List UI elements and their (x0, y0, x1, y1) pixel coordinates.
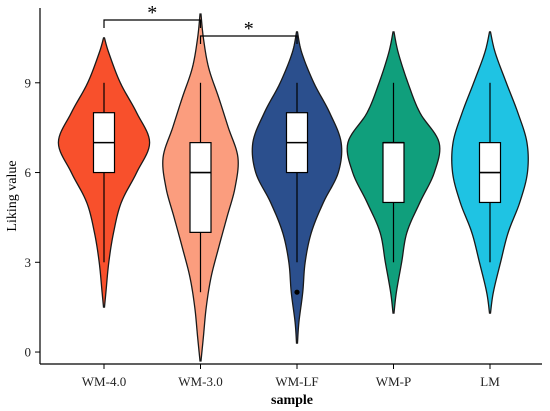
y-axis-title: Liking value (5, 160, 20, 231)
significance-label: * (244, 18, 254, 40)
violin-group-lm (451, 31, 529, 314)
axes (39, 8, 542, 365)
x-tick-label: WM-LF (275, 374, 318, 389)
outlier-point (294, 289, 300, 295)
x-tick-label: WM-3.0 (178, 374, 222, 389)
significance-brackets: ** (103, 2, 298, 44)
y-tick-label: 9 (25, 75, 32, 90)
y-tick-label: 0 (25, 345, 32, 360)
y-tick-label: 3 (25, 255, 32, 270)
x-tick-label: WM-4.0 (82, 374, 126, 389)
violin-group-wm-p (346, 31, 441, 314)
significance-bracket (199, 35, 298, 44)
violin-group-wm-lf (251, 31, 343, 344)
x-tick-label: WM-P (376, 374, 411, 389)
significance-bracket (103, 19, 202, 28)
x-tick-label: LM (480, 374, 500, 389)
iqr-box (382, 142, 405, 204)
y-tick-label: 6 (25, 165, 32, 180)
iqr-box (189, 142, 212, 233)
x-axis-title: sample (271, 393, 313, 408)
significance-label: * (147, 2, 157, 24)
violin-group-wm-3.0 (162, 13, 239, 362)
tick-labels: 0 3 6 9 WM-4.0 WM-3.0 WM-LF WM-P LM (25, 75, 501, 389)
plot-area (57, 13, 529, 362)
violin-group-wm-4.0 (57, 37, 151, 308)
